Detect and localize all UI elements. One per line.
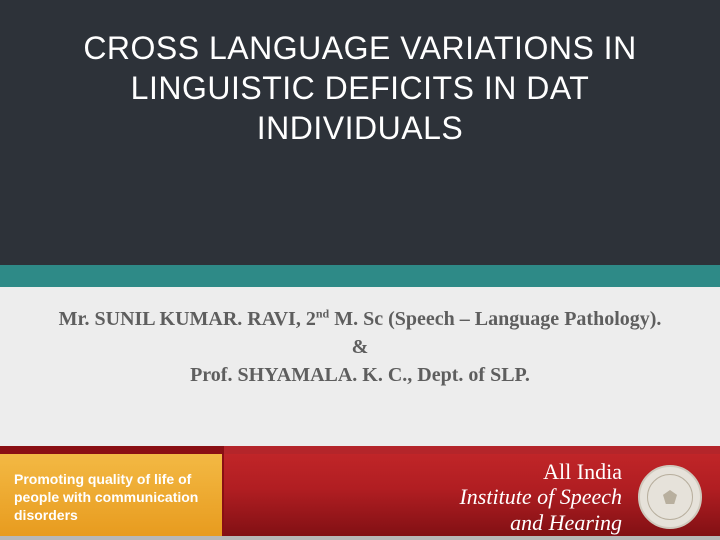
banner-top-strip: [0, 446, 720, 454]
strip-dark: [0, 446, 224, 454]
institute-line1: All India: [459, 459, 622, 484]
banner-institute-panel: All India Institute of Speech and Hearin…: [224, 454, 720, 540]
institute-logo: [638, 465, 702, 529]
strip-red: [224, 446, 720, 454]
authors-block: Mr. SUNIL KUMAR. RAVI, 2nd M. Sc (Speech…: [40, 305, 680, 389]
footer-banner: Promoting quality of life of people with…: [0, 446, 720, 540]
logo-center-icon: [663, 490, 677, 504]
institute-line2: Institute of Speech: [459, 484, 622, 509]
banner-tagline-panel: Promoting quality of life of people with…: [0, 454, 224, 540]
slide-title: CROSS LANGUAGE VARIATIONS IN LINGUISTIC …: [40, 28, 680, 148]
institute-line3: and Hearing: [459, 510, 622, 535]
banner-main: Promoting quality of life of people with…: [0, 454, 720, 540]
banner-tagline: Promoting quality of life of people with…: [14, 470, 208, 525]
author-sup: nd: [316, 306, 329, 320]
author-line2: Prof. SHYAMALA. K. C., Dept. of SLP.: [190, 364, 530, 386]
author-amp: &: [352, 336, 369, 358]
title-panel: CROSS LANGUAGE VARIATIONS IN LINGUISTIC …: [0, 0, 720, 265]
author-line1-post: M. Sc (Speech – Language Pathology).: [329, 308, 661, 330]
institute-name: All India Institute of Speech and Hearin…: [459, 459, 622, 535]
author-line1-pre: Mr. SUNIL KUMAR. RAVI, 2: [59, 308, 316, 330]
bottom-gray-strip: [0, 536, 720, 540]
authors-panel: Mr. SUNIL KUMAR. RAVI, 2nd M. Sc (Speech…: [0, 287, 720, 409]
logo-inner-ring: [647, 474, 693, 520]
divider-teal-bar: [0, 265, 720, 287]
